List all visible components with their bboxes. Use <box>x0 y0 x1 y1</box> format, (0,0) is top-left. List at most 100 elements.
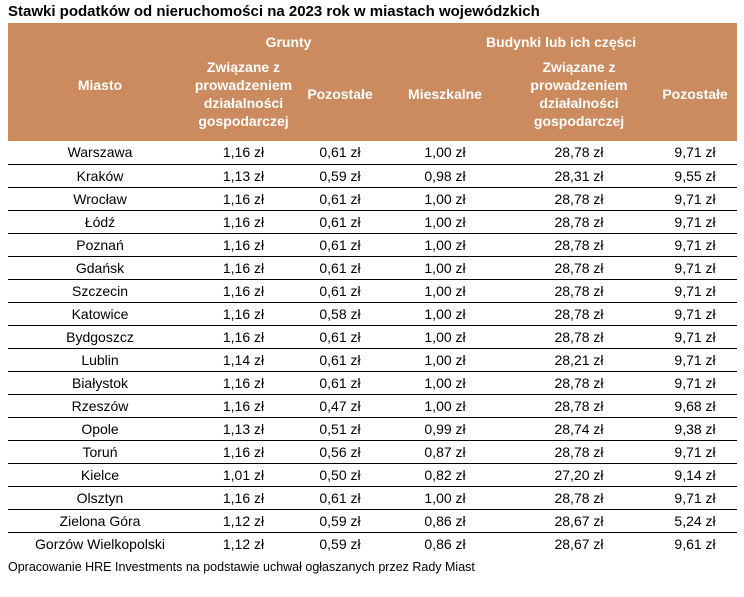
value-cell: 0,61 zł <box>295 325 386 349</box>
table-row: Poznań 1,16 zł 0,61 zł 1,00 zł 28,78 zł 9,71 … <box>8 233 738 257</box>
city-cell: Warszawa <box>8 141 192 165</box>
city-cell: Wrocław <box>8 187 192 211</box>
value-cell: 1,14 zł <box>192 348 295 372</box>
group-header-grunty: Grunty <box>192 23 386 55</box>
value-cell: 0,61 zł <box>295 371 386 395</box>
value-cell: 0,87 zł <box>385 440 506 464</box>
value-cell: 0,58 zł <box>295 302 386 326</box>
value-cell: 9,71 zł <box>653 348 738 372</box>
source-note: Opracowanie HRE Investments na podstawie… <box>8 560 475 574</box>
value-cell: 9,71 zł <box>653 302 738 326</box>
value-cell: 28,78 zł <box>505 371 654 395</box>
value-cell: 28,78 zł <box>505 302 654 326</box>
value-cell: 0,86 zł <box>424 535 466 552</box>
value-cell: 0,47 zł <box>295 394 386 418</box>
page-title: Stawki podatków od nieruchomości na 2023… <box>8 3 540 20</box>
value-cell: 1,00 zł <box>385 325 506 349</box>
value-cell: 0,61 zł <box>295 486 386 510</box>
value-cell: 28,78 zł <box>505 233 654 257</box>
value-cell: 9,71 zł <box>653 210 738 234</box>
city-cell: Gdańsk <box>8 256 192 280</box>
value-cell: 1,16 zł <box>192 141 295 165</box>
value-cell: 28,31 zł <box>505 164 654 188</box>
value-cell: 28,78 zł <box>505 394 654 418</box>
table-row: Bydgoszcz 1,16 zł 0,61 zł 1,00 zł 28,78 zł 9,… <box>8 325 738 349</box>
value-cell: 0,50 zł <box>295 463 386 487</box>
city-cell: Opole <box>8 417 192 441</box>
value-cell: 28,78 zł <box>505 210 654 234</box>
table-row: Toruń 1,16 zł 0,56 zł 0,87 zł 28,78 zł 9,71 z… <box>8 440 738 464</box>
value-cell: 0,61 zł <box>295 256 386 280</box>
value-cell: 1,16 zł <box>192 302 295 326</box>
city-cell: Lublin <box>8 348 192 372</box>
value-cell: 9,71 zł <box>653 486 738 510</box>
value-cell: 1,16 zł <box>192 187 295 211</box>
value-cell: 0,61 zł <box>295 187 386 211</box>
city-cell: Olsztyn <box>8 486 192 510</box>
value-cell: 28,78 zł <box>505 279 654 303</box>
value-cell: 9,55 zł <box>653 164 738 188</box>
table-row: Rzeszów 1,16 zł 0,47 zł 1,00 zł 28,78 zł 9,68… <box>8 394 738 418</box>
value-cell: 9,68 zł <box>653 394 738 418</box>
value-cell: 1,16 zł <box>192 394 295 418</box>
value-cell: 0,98 zł <box>385 164 506 188</box>
value-cell: 0,86 zł <box>385 509 506 533</box>
value-cell: 1,01 zł <box>192 463 295 487</box>
value-cell: 27,20 zł <box>505 463 654 487</box>
value-cell: 28,78 zł <box>505 256 654 280</box>
city-cell: Łódź <box>8 210 192 234</box>
column-header-grunty-dzialalnosc: Związane z prowadzeniem działalności gos… <box>192 55 295 141</box>
page: Stawki podatków od nieruchomości na 2023… <box>8 3 738 574</box>
value-cell: 1,00 zł <box>385 348 506 372</box>
value-cell: 1,00 zł <box>385 279 506 303</box>
city-cell: Toruń <box>8 440 192 464</box>
value-cell: 0,51 zł <box>295 417 386 441</box>
value-cell: 28,78 zł <box>505 325 654 349</box>
value-cell: 9,71 zł <box>653 279 738 303</box>
city-cell: Gorzów Wielkopolski <box>35 535 165 552</box>
table-row: Kraków 1,13 zł 0,59 zł 0,98 zł 28,31 zł 9,55 … <box>8 164 738 188</box>
value-cell: 28,78 zł <box>505 486 654 510</box>
value-cell: 0,61 zł <box>295 210 386 234</box>
value-cell: 1,16 zł <box>192 256 295 280</box>
group-header-row: Miasto Grunty Budynki lub ich części <box>8 23 738 141</box>
value-cell: 1,00 zł <box>385 394 506 418</box>
column-header-grunty-pozostale: Pozostałe <box>295 55 386 141</box>
value-cell: 1,00 zł <box>385 210 506 234</box>
value-cell: 1,12 zł <box>222 535 265 552</box>
value-cell: 1,00 zł <box>385 233 506 257</box>
value-cell: 28,21 zł <box>505 348 654 372</box>
value-cell: 0,61 zł <box>295 279 386 303</box>
value-cell: 28,67 zł <box>554 535 604 552</box>
value-cell: 1,00 zł <box>385 486 506 510</box>
value-cell: 0,61 zł <box>295 348 386 372</box>
value-cell: 1,16 zł <box>192 325 295 349</box>
value-cell: 1,12 zł <box>192 509 295 533</box>
value-cell: 9,71 zł <box>653 256 738 280</box>
value-cell: 9,71 zł <box>653 440 738 464</box>
city-cell: Kraków <box>8 164 192 188</box>
group-header-budynki: Budynki lub ich części <box>385 23 738 55</box>
city-cell: Poznań <box>8 233 192 257</box>
value-cell: 0,61 zł <box>295 141 386 165</box>
value-cell: 1,00 zł <box>385 141 506 165</box>
value-cell: 0,59 zł <box>295 164 386 188</box>
value-cell: 9,61 zł <box>674 535 716 552</box>
value-cell: 0,56 zł <box>295 440 386 464</box>
table-header: Miasto Grunty Budynki lub ich części Zwi… <box>8 23 738 141</box>
value-cell: 0,59 zł <box>319 535 361 552</box>
table-row: Białystok 1,16 zł 0,61 zł 1,00 zł 28,78 zł 9,… <box>8 371 738 395</box>
table-row: Kielce 1,01 zł 0,50 zł 0,82 zł 27,20 zł 9,14 … <box>8 463 738 487</box>
value-cell: 1,16 zł <box>192 371 295 395</box>
table-row: Szczecin 1,16 zł 0,61 zł 1,00 zł 28,78 zł 9,7… <box>8 279 738 303</box>
value-cell: 1,13 zł <box>192 417 295 441</box>
sub-header-row: Związane z prowadzeniem działalności gos… <box>8 55 738 141</box>
value-cell: 0,82 zł <box>385 463 506 487</box>
value-cell: 28,78 zł <box>505 440 654 464</box>
value-cell: 1,00 zł <box>385 371 506 395</box>
value-cell: 28,78 zł <box>505 141 654 165</box>
value-cell: 0,61 zł <box>295 233 386 257</box>
table-row: Wrocław 1,16 zł 0,61 zł 1,00 zł 28,78 zł 9,71… <box>8 187 738 211</box>
value-cell: 1,16 zł <box>192 486 295 510</box>
value-cell: 9,71 zł <box>653 233 738 257</box>
